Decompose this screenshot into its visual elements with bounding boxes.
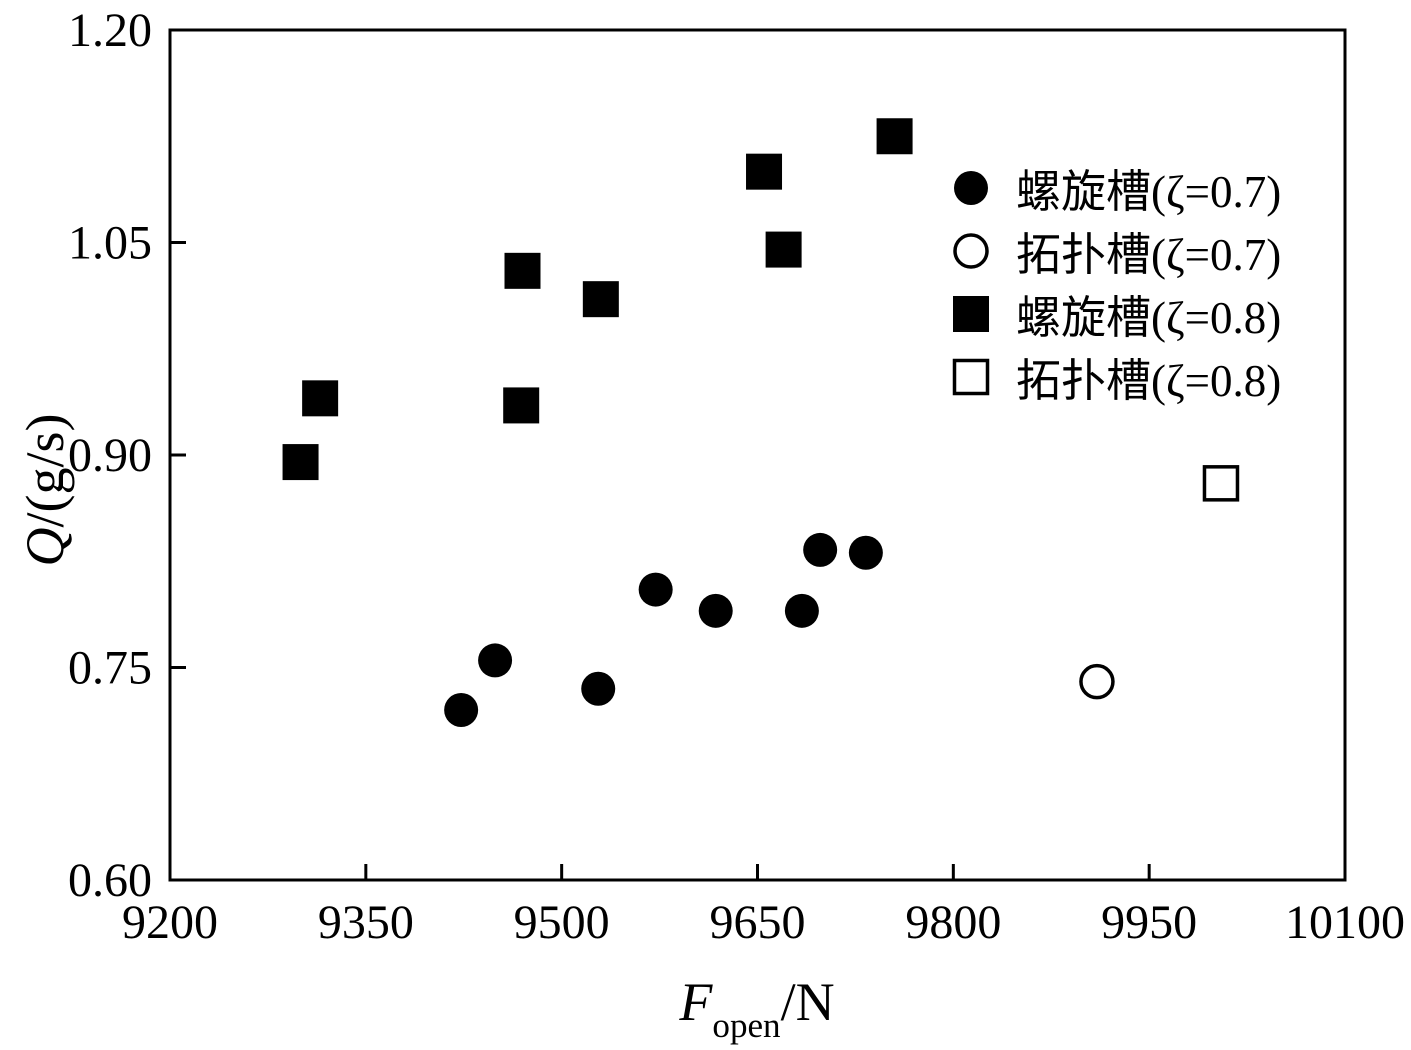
x-tick-label: 10100 [1285,896,1405,949]
marker-square-filled [503,387,540,424]
marker-circle-filled [444,693,479,727]
x-tick-label: 9650 [710,896,806,949]
y-tick-label: 1.20 [68,4,152,57]
legend-label-topology-groove-z08: 拓扑槽(ζ=0.8) [1016,356,1282,406]
x-tick-label: 9500 [514,896,610,949]
marker-circle-filled [478,643,513,678]
marker-circle-filled [954,170,988,205]
y-axis-title-units: /(g/s) [15,413,75,528]
x-axis-title: Fopen/N [679,971,835,1043]
marker-square-filled [765,231,802,268]
legend-item-spiral-groove-z08: 螺旋槽(ζ=0.8) [948,282,1281,345]
legend-marker-glyph [953,232,989,269]
marker-circle-filled [698,593,733,628]
x-tick-label: 9950 [1101,896,1197,949]
marker-square-filled [582,281,619,318]
marker-square-filled [302,380,339,417]
marker-circle-open [953,232,989,269]
marker-square-filled [282,444,319,481]
legend: 螺旋槽(ζ=0.7) 拓扑槽(ζ=0.7) 螺旋槽(ζ=0.8) 拓扑槽(ζ=0… [948,156,1281,408]
marker-circle-filled [581,671,616,706]
marker-square-open [952,358,990,395]
marker-square-filled [504,252,541,289]
y-tick-label: 0.60 [68,854,152,907]
x-axis-title-subscript: open [712,1006,781,1046]
marker-square-filled [876,118,913,155]
y-tick-label: 0.75 [68,642,152,695]
marker-circle-filled [848,535,883,570]
filled-circle-icon [948,165,994,211]
marker-circle-filled [803,532,838,567]
legend-marker-glyph [953,295,989,332]
legend-item-topology-groove-z08: 拓扑槽(ζ=0.8) [948,345,1281,408]
legend-label-topology-groove-z07: 拓扑槽(ζ=0.7) [1016,230,1282,280]
legend-label-spiral-groove-z08: 螺旋槽(ζ=0.8) [1016,293,1282,343]
marker-square-filled [746,153,783,190]
open-square-icon [948,354,994,400]
y-tick-label: 1.05 [68,217,152,270]
y-axis-title: Q/(g/s) [14,414,76,567]
y-axis-title-symbol: Q [15,527,75,567]
legend-item-spiral-groove-z07: 螺旋槽(ζ=0.7) [948,156,1281,219]
x-axis-title-units: /N [780,972,835,1032]
x-tick-label: 9800 [905,896,1001,949]
marker-circle-filled [638,572,673,607]
marker-circle-open [1079,663,1115,700]
filled-square-icon [948,291,994,337]
x-axis-title-symbol: F [679,972,713,1032]
marker-circle-filled [784,593,819,628]
x-tick-label: 9200 [122,896,218,949]
legend-label-spiral-groove-z07: 螺旋槽(ζ=0.7) [1016,167,1282,217]
legend-marker-glyph [952,358,990,395]
marker-square-filled [953,295,989,332]
legend-marker-glyph [954,170,988,205]
open-circle-icon [948,228,994,274]
legend-item-topology-groove-z07: 拓扑槽(ζ=0.7) [948,219,1281,282]
x-tick-label: 9350 [318,896,414,949]
marker-square-open [1202,465,1240,502]
y-tick-label: 0.90 [68,429,152,482]
